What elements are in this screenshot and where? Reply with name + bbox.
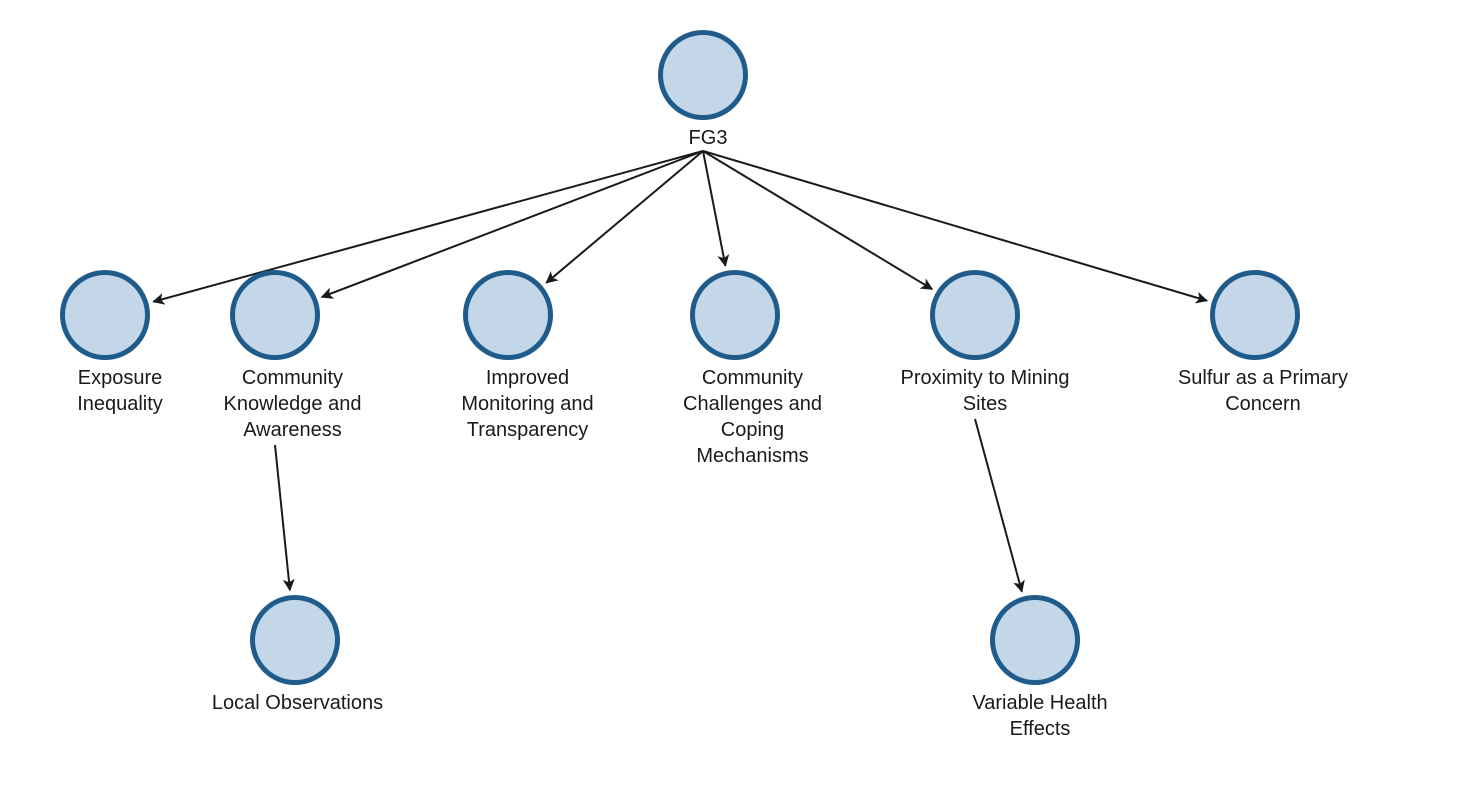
node-fg3: [658, 30, 748, 120]
edge-community-knowledge-to-local-observations: [275, 445, 290, 590]
edge-fg3-to-community-challenges: [703, 151, 725, 266]
node-label-local-observations: Local Observations: [190, 690, 405, 716]
node-circle: [60, 270, 150, 360]
node-community-challenges: [690, 270, 780, 360]
diagram-container: FG3 Exposure Inequality Community Knowledg…: [0, 0, 1463, 802]
node-local-observations: [250, 595, 340, 685]
edge-fg3-to-proximity: [703, 151, 932, 289]
node-proximity: [930, 270, 1020, 360]
node-circle: [463, 270, 553, 360]
node-circle: [230, 270, 320, 360]
node-circle: [990, 595, 1080, 685]
node-circle: [690, 270, 780, 360]
node-variable-health: [990, 595, 1080, 685]
node-circle: [1210, 270, 1300, 360]
node-circle: [930, 270, 1020, 360]
edge-proximity-to-variable-health: [975, 419, 1022, 592]
node-sulfur: [1210, 270, 1300, 360]
node-label-proximity: Proximity to Mining Sites: [880, 365, 1090, 417]
node-exposure: [60, 270, 150, 360]
node-circle: [658, 30, 748, 120]
node-label-fg3: FG3: [678, 125, 738, 151]
node-community-knowledge: [230, 270, 320, 360]
edge-fg3-to-improved-monitoring: [546, 151, 703, 283]
node-improved-monitoring: [463, 270, 553, 360]
node-label-community-challenges: Community Challenges and Coping Mechanis…: [665, 365, 840, 469]
node-label-improved-monitoring: Improved Monitoring and Transparency: [440, 365, 615, 443]
node-label-exposure: Exposure Inequality: [55, 365, 185, 417]
node-label-sulfur: Sulfur as a Primary Concern: [1158, 365, 1368, 417]
node-circle: [250, 595, 340, 685]
node-label-community-knowledge: Community Knowledge and Awareness: [205, 365, 380, 443]
node-label-variable-health: Variable Health Effects: [950, 690, 1130, 742]
